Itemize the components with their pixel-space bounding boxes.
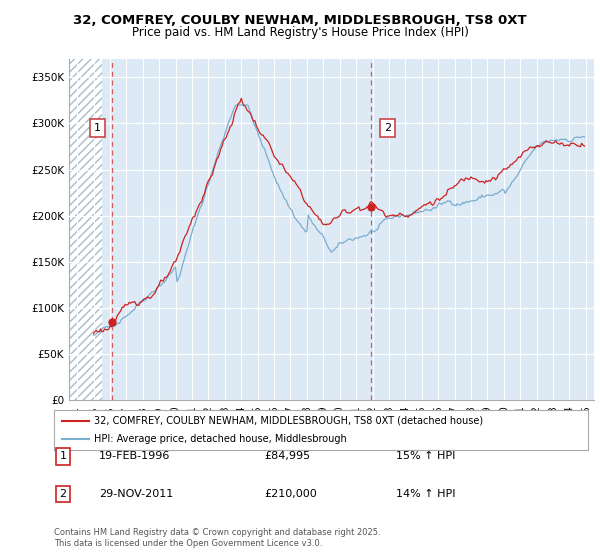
Text: 15% ↑ HPI: 15% ↑ HPI xyxy=(396,451,455,461)
Bar xyxy=(69,59,102,400)
Text: 2: 2 xyxy=(384,123,391,133)
Text: 32, COMFREY, COULBY NEWHAM, MIDDLESBROUGH, TS8 0XT: 32, COMFREY, COULBY NEWHAM, MIDDLESBROUG… xyxy=(73,14,527,27)
Text: 2: 2 xyxy=(59,489,67,499)
Text: 32, COMFREY, COULBY NEWHAM, MIDDLESBROUGH, TS8 0XT (detached house): 32, COMFREY, COULBY NEWHAM, MIDDLESBROUG… xyxy=(94,416,483,426)
Text: 14% ↑ HPI: 14% ↑ HPI xyxy=(396,489,455,499)
Text: Contains HM Land Registry data © Crown copyright and database right 2025.
This d: Contains HM Land Registry data © Crown c… xyxy=(54,528,380,548)
Text: Price paid vs. HM Land Registry's House Price Index (HPI): Price paid vs. HM Land Registry's House … xyxy=(131,26,469,39)
Text: £84,995: £84,995 xyxy=(264,451,310,461)
Text: 1: 1 xyxy=(59,451,67,461)
Text: 29-NOV-2011: 29-NOV-2011 xyxy=(99,489,173,499)
Text: £210,000: £210,000 xyxy=(264,489,317,499)
Text: 19-FEB-1996: 19-FEB-1996 xyxy=(99,451,170,461)
Text: 1: 1 xyxy=(94,123,101,133)
Text: HPI: Average price, detached house, Middlesbrough: HPI: Average price, detached house, Midd… xyxy=(94,435,347,444)
Bar xyxy=(69,59,102,400)
